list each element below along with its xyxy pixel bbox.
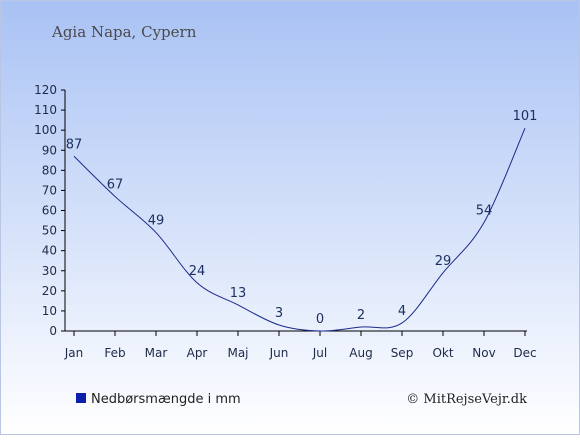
y-tick-label: 70 [42,183,57,197]
x-tick-label: Feb [104,346,125,360]
data-label: 49 [148,214,165,229]
x-tick-label: Apr [187,346,208,360]
data-label: 67 [107,177,124,192]
data-label: 4 [398,304,406,319]
data-label: 101 [513,109,538,124]
legend-swatch [76,393,86,403]
x-tick-label: Dec [513,346,536,360]
x-ticks: Jan Feb Mar Apr Maj Jun Jul Aug Sep Okt Nov Dec [64,331,537,360]
legend-label: Nedbørsmængde i mm [91,392,241,407]
site-credit: © MitRejseVejr.dk [406,392,527,407]
y-tick-label: 20 [42,284,57,298]
y-tick-label: 30 [42,264,57,278]
data-label: 0 [316,312,324,327]
y-tick-label: 110 [34,103,57,117]
y-tick-label: 100 [34,123,57,137]
x-tick-label: Jun [269,346,289,360]
y-tick-label: 40 [42,244,57,258]
data-label: 87 [66,137,83,152]
x-tick-label: Jul [312,346,327,360]
data-label: 29 [435,254,452,269]
y-tick-label: 0 [49,324,57,338]
x-tick-label: Jan [64,346,84,360]
x-tick-label: Maj [227,346,248,360]
data-label: 2 [357,308,365,323]
y-tick-label: 10 [42,304,57,318]
x-tick-label: Mar [145,346,168,360]
y-ticks: 0 10 20 30 40 50 60 70 80 90 100 110 120 [34,83,65,338]
x-tick-label: Nov [472,346,495,360]
data-label: 3 [275,306,283,321]
data-label: 13 [230,286,247,301]
y-tick-label: 120 [34,83,57,97]
x-tick-label: Okt [432,346,453,360]
x-tick-label: Sep [391,346,414,360]
y-tick-label: 90 [42,143,57,157]
series-line-precipitation [73,127,526,332]
chart-title: Agia Napa, Cypern [51,23,197,41]
y-tick-label: 60 [42,204,57,218]
data-label: 24 [189,264,206,279]
y-tick-label: 80 [42,163,57,177]
y-tick-label: 50 [42,224,57,238]
data-label: 54 [476,204,493,219]
x-tick-label: Aug [349,346,372,360]
